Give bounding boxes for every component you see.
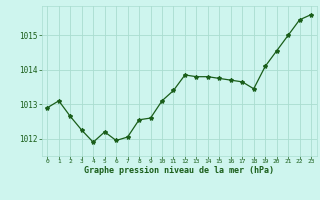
X-axis label: Graphe pression niveau de la mer (hPa): Graphe pression niveau de la mer (hPa) [84, 166, 274, 175]
